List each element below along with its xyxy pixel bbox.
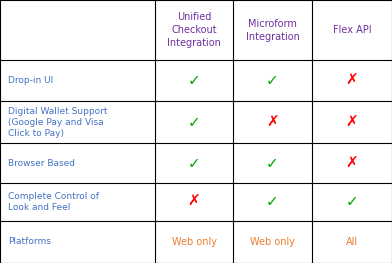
Text: ✓: ✓	[188, 155, 200, 171]
Text: Complete Control of
Look and Feel: Complete Control of Look and Feel	[8, 192, 99, 212]
Text: Web only: Web only	[250, 237, 295, 247]
Text: ✓: ✓	[345, 194, 358, 209]
Text: Flex API: Flex API	[332, 25, 371, 35]
Text: Browser Based: Browser Based	[8, 159, 75, 168]
Text: ✗: ✗	[188, 194, 200, 209]
Text: ✓: ✓	[266, 155, 279, 171]
Text: All: All	[346, 237, 358, 247]
Text: Unified
Checkout
Integration: Unified Checkout Integration	[167, 12, 221, 48]
Text: Drop-in UI: Drop-in UI	[8, 76, 53, 85]
Text: Web only: Web only	[172, 237, 216, 247]
Text: ✗: ✗	[345, 155, 358, 171]
Text: Microform
Integration: Microform Integration	[245, 19, 299, 42]
Text: ✓: ✓	[266, 73, 279, 88]
Text: ✓: ✓	[188, 73, 200, 88]
Text: ✓: ✓	[266, 194, 279, 209]
Text: ✗: ✗	[345, 115, 358, 130]
Text: Digital Wallet Support
(Google Pay and Visa
Click to Pay): Digital Wallet Support (Google Pay and V…	[8, 107, 107, 138]
Text: ✗: ✗	[266, 115, 279, 130]
Text: ✓: ✓	[188, 115, 200, 130]
Text: ✗: ✗	[345, 73, 358, 88]
Text: Platforms: Platforms	[8, 237, 51, 246]
